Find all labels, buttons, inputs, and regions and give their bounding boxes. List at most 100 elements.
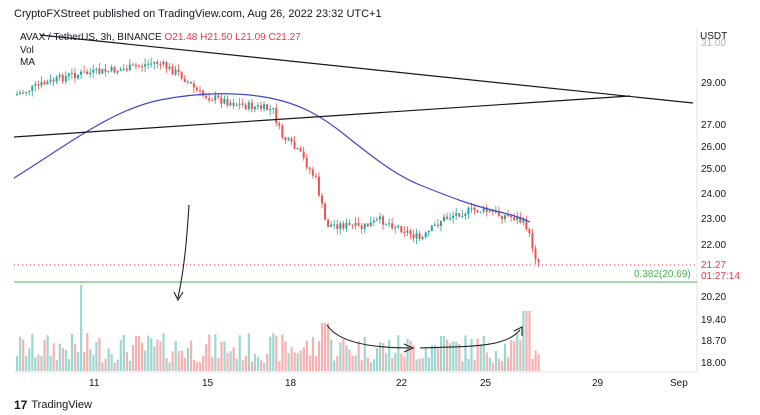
volume-bar <box>64 349 67 371</box>
volume-bar <box>260 360 263 371</box>
volume-bar <box>192 359 196 371</box>
candle-body <box>49 79 52 82</box>
volume-bar <box>305 340 308 371</box>
volume-bar <box>275 335 278 371</box>
candle-body <box>507 215 510 217</box>
candle-body <box>473 207 476 211</box>
candle-body <box>131 64 134 66</box>
candle-body <box>256 105 259 107</box>
candle-body <box>220 97 223 104</box>
volume-bar <box>482 335 485 371</box>
legend-ma[interactable]: MA <box>20 57 35 68</box>
volume-bar <box>61 348 64 371</box>
candle-body <box>92 69 95 73</box>
volume-bar <box>485 352 488 371</box>
candle-body <box>360 225 363 229</box>
volume-bar <box>153 346 156 371</box>
candle-body <box>403 231 406 233</box>
volume-bar <box>199 362 202 371</box>
publish-header: CryptoFXStreet published on TradingView.… <box>14 8 382 20</box>
volume-bar <box>324 323 327 371</box>
candle-body <box>128 64 131 71</box>
volume-bar <box>235 358 238 371</box>
tradingview-brand: TradingView <box>31 399 92 411</box>
candle-body <box>436 224 439 226</box>
legend-ohlc: O21.48 H21.50 L21.09 C21.27 <box>164 32 301 43</box>
candle-body <box>177 69 180 73</box>
volume-bar <box>131 344 135 371</box>
candlesticks <box>16 57 540 268</box>
volume-curve-annotation-2 <box>419 329 521 349</box>
candle-body <box>439 221 442 226</box>
time-tick: 25 <box>480 378 492 389</box>
volume-bar <box>250 361 254 371</box>
candle-body <box>211 100 214 102</box>
volume-bar <box>156 339 159 371</box>
candle-body <box>22 92 25 94</box>
volume-bar <box>232 347 235 371</box>
volume-bar <box>470 338 473 371</box>
volume-bar <box>528 311 531 371</box>
volume-bar <box>378 342 382 371</box>
footer-branding[interactable]: 17 TradingView <box>14 398 92 412</box>
volume-bar <box>409 340 412 371</box>
volume-curve-arrowhead-1 <box>403 343 415 353</box>
price-axis-currency: USDT <box>700 31 728 42</box>
legend-symbol[interactable]: AVAX / TetherUS, 3h, BINANCE <box>20 32 162 43</box>
volume-bar <box>510 340 513 371</box>
candle-body <box>400 225 403 232</box>
volume-bar <box>174 340 177 371</box>
candle-body <box>525 219 528 230</box>
legend-symbol-row[interactable]: AVAX / TetherUS, 3h, BINANCE O21.48 H21.… <box>20 32 301 45</box>
candle-body <box>348 223 351 225</box>
candle-body <box>80 71 83 75</box>
candle-body <box>223 98 226 104</box>
candle-body <box>183 78 186 83</box>
volume-bar <box>427 357 430 371</box>
candle-body <box>391 223 394 229</box>
time-tick: 11 <box>89 378 100 389</box>
price-tick: 24.00 <box>701 189 726 200</box>
price-tick: 29.00 <box>701 78 726 89</box>
candle-body <box>510 215 513 218</box>
volume-bar <box>116 359 119 371</box>
volume-bar <box>241 360 244 371</box>
candle-body <box>95 68 98 70</box>
candle-body <box>119 69 122 71</box>
candle-body <box>522 219 525 223</box>
candle-body <box>250 102 253 110</box>
volume-bar <box>141 342 144 371</box>
volume-bar <box>214 334 217 371</box>
candle-body <box>406 230 409 233</box>
volume-bar <box>92 355 95 371</box>
volume-bar <box>433 344 437 371</box>
time-tick: 15 <box>202 378 214 389</box>
volume-bar <box>522 311 525 371</box>
moving-average-line <box>13 93 531 223</box>
volume-bar <box>333 360 336 371</box>
volume-bar <box>89 348 92 371</box>
volume-bar <box>125 352 128 371</box>
tradingview-logo-icon: 17 <box>14 398 28 412</box>
volume-bar <box>211 356 214 371</box>
volume-bar <box>217 358 220 371</box>
volume-bar <box>34 357 37 371</box>
candle-body <box>321 195 323 204</box>
volume-bar <box>397 335 400 371</box>
candle-body <box>171 66 174 75</box>
legend-vol[interactable]: Vol <box>20 44 34 56</box>
candle-body <box>104 69 107 72</box>
volume-bar <box>342 339 345 371</box>
candle-body <box>528 229 531 234</box>
volume-bar <box>412 345 415 371</box>
candle-body <box>199 90 201 92</box>
volume-bar <box>162 333 165 371</box>
volume-bar <box>296 353 299 371</box>
candle-body <box>281 125 284 138</box>
candle-body <box>446 216 449 219</box>
time-tick: 29 <box>592 378 604 389</box>
price-tick: 23.00 <box>701 214 726 225</box>
volume-bar <box>382 343 385 371</box>
candle-body <box>134 64 137 67</box>
